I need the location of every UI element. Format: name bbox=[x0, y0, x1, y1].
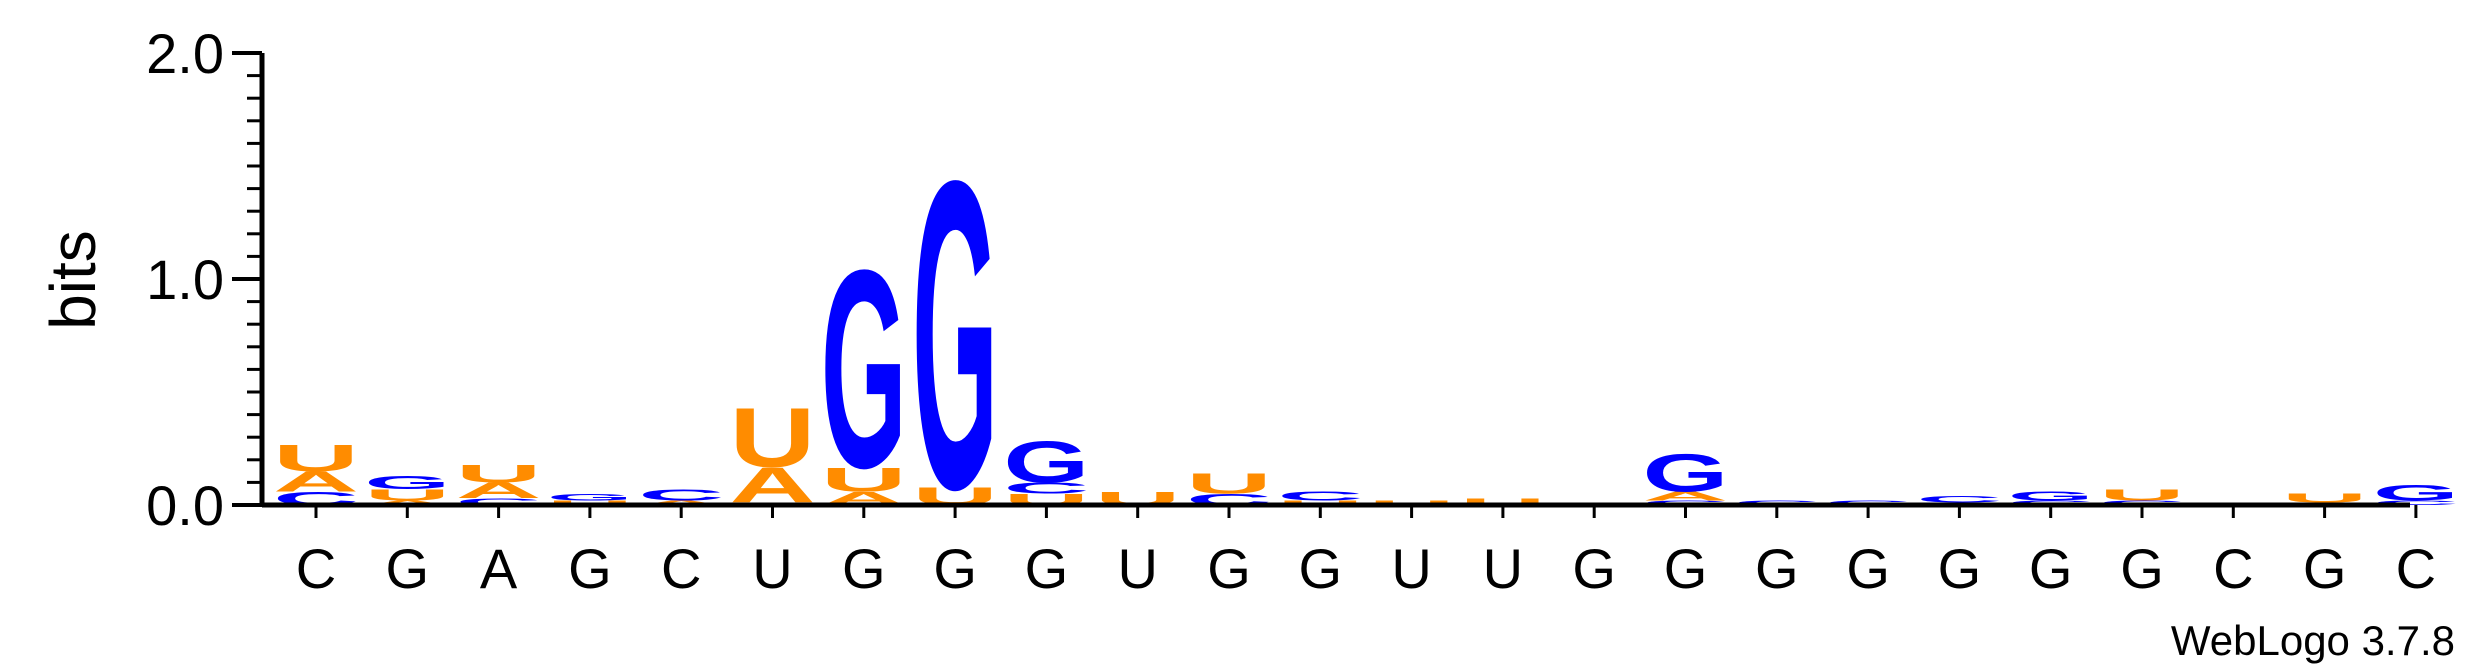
logo-letter-u: U bbox=[821, 460, 907, 499]
logo-letter-a: A bbox=[456, 478, 542, 503]
x-position-label: G bbox=[842, 537, 886, 600]
x-position-label: G bbox=[1299, 537, 1343, 600]
logo-letter-g: G bbox=[1643, 443, 1729, 503]
x-position-label: C bbox=[2213, 537, 2253, 600]
x-position-label: G bbox=[1846, 537, 1890, 600]
x-position-label: U bbox=[1483, 537, 1523, 600]
x-position-label: G bbox=[568, 537, 612, 600]
logo-letter-u: U bbox=[2282, 491, 2368, 505]
x-position-label: G bbox=[1572, 537, 1616, 600]
logo-letter-u: U bbox=[2099, 486, 2185, 504]
x-position-label: G bbox=[2303, 537, 2347, 600]
x-position-label: G bbox=[1207, 537, 1251, 600]
x-position-label: G bbox=[1938, 537, 1982, 600]
logo-letter-u: U bbox=[273, 437, 359, 479]
y-tick-label: 0.0 bbox=[146, 474, 224, 537]
x-position-label: U bbox=[752, 537, 792, 600]
logo-letter-u: U bbox=[1186, 469, 1272, 500]
axes bbox=[259, 53, 2410, 508]
logo-letter-c: C bbox=[638, 486, 724, 504]
x-position-label: G bbox=[933, 537, 977, 600]
logo-letter-g: G bbox=[821, 212, 907, 527]
x-position-label: U bbox=[1117, 537, 1157, 600]
logo-letter-a: A bbox=[273, 466, 359, 497]
y-tick-label: 1.0 bbox=[146, 248, 224, 311]
x-position-label: C bbox=[2396, 537, 2436, 600]
x-position-label: C bbox=[296, 537, 336, 600]
x-position-label: G bbox=[1664, 537, 1708, 600]
x-position-label: G bbox=[2120, 537, 2164, 600]
logo-letter-g: G bbox=[1003, 429, 1089, 495]
logo-letter-g: G bbox=[2373, 481, 2459, 506]
logo-letter-g: G bbox=[364, 472, 450, 493]
logo-letter-c: C bbox=[1916, 494, 2002, 504]
logo-letter-u: U bbox=[364, 486, 450, 504]
x-position-label: C bbox=[661, 537, 701, 600]
logo-letter-a: A bbox=[1643, 489, 1729, 503]
logo-letter-g: G bbox=[2008, 489, 2094, 503]
logo-letter-c: C bbox=[1277, 489, 1363, 503]
logo-letter-c: C bbox=[2373, 499, 2459, 506]
logo-letter-u: U bbox=[729, 389, 815, 484]
x-position-label: G bbox=[2029, 537, 2073, 600]
y-tick-label: 2.0 bbox=[146, 22, 224, 85]
logo-letter-u: U bbox=[1460, 497, 1546, 507]
logo-glyphs: CAUAUGCAUUGACGAUAUGUGUCGUCUUCUUGCAGCCACC… bbox=[273, 89, 2459, 580]
x-position-label: A bbox=[480, 537, 518, 600]
y-axis-title: bits bbox=[37, 230, 109, 330]
x-position-label: U bbox=[1391, 537, 1431, 600]
logo-letter-g: G bbox=[912, 89, 998, 580]
x-position-label: G bbox=[1025, 537, 1069, 600]
y-ticks: 0.0 1.0 2.0 bbox=[146, 22, 262, 537]
x-position-label: G bbox=[1755, 537, 1799, 600]
x-position-label: G bbox=[386, 537, 430, 600]
weblogo-credit: WebLogo 3.7.8 bbox=[2171, 617, 2455, 664]
logo-letter-g: G bbox=[547, 492, 633, 503]
logo-letter-u: U bbox=[456, 460, 542, 488]
logo-letter-c: C bbox=[1003, 479, 1089, 497]
logo-letter-c: C bbox=[456, 497, 542, 507]
